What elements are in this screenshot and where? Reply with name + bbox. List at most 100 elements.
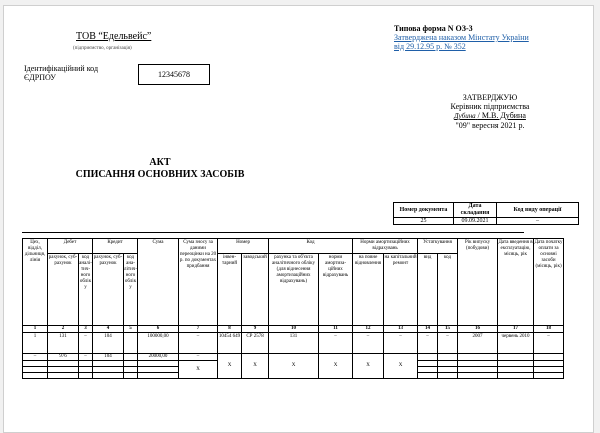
x-cell: X bbox=[268, 353, 320, 379]
table-row: – 976 – 104 20000,00 – X X X X X X bbox=[22, 353, 565, 379]
column-number: 6 bbox=[137, 325, 180, 333]
subheader-inventory: інвен­тарний bbox=[217, 253, 243, 326]
approver-name: / М.В. Дубина bbox=[477, 111, 526, 120]
cell bbox=[77, 372, 94, 379]
cell bbox=[457, 372, 499, 379]
cell: 976 bbox=[47, 353, 79, 361]
cell: – bbox=[178, 353, 219, 361]
approval-date: "09" вересня 2021 р. bbox=[455, 121, 525, 130]
title-line1: АКТ bbox=[149, 157, 171, 168]
doc-number: 25 bbox=[393, 217, 454, 225]
form-name: Типова форма N ОЗ-3 bbox=[394, 24, 473, 33]
subheader-debit-code: код ана­лі­тич­ного обліку bbox=[77, 253, 94, 326]
cell bbox=[437, 353, 459, 361]
cell bbox=[497, 372, 535, 379]
x-cell: X bbox=[352, 353, 385, 379]
subheader-debit-account: рахунок, суб­рахунок bbox=[47, 253, 79, 326]
header-number: Номер bbox=[217, 238, 270, 254]
approval-block: ЗАТВЕРДЖУЮ Керівник підприємства Дубина … bbox=[430, 93, 550, 130]
x-cell: X bbox=[217, 353, 243, 379]
cell: 104 bbox=[92, 353, 125, 361]
doc-date-header: Дата складання bbox=[453, 202, 497, 218]
subheader-credit-code: код ана­літич­ного обліку bbox=[123, 253, 139, 326]
doc-date: 09.09.2021 bbox=[453, 217, 497, 225]
cell: – bbox=[178, 332, 219, 354]
subheader-full-restoration: на повне віднов­лення bbox=[352, 253, 385, 326]
cell bbox=[457, 353, 499, 361]
column-number: 5 bbox=[123, 325, 139, 333]
column-number: 12 bbox=[352, 325, 385, 333]
cell bbox=[123, 372, 139, 379]
column-number: 17 bbox=[497, 325, 535, 333]
form-approval-link[interactable]: Затверджена наказом Мінстату України від … bbox=[394, 33, 529, 51]
operation-code: – bbox=[496, 217, 579, 225]
column-number: 3 bbox=[77, 325, 94, 333]
header-dept: Цех, відділ, діль­ниця, лінія bbox=[22, 238, 48, 326]
cell: 100000,00 bbox=[137, 332, 180, 354]
cell bbox=[533, 372, 565, 379]
cell: 10454 649 bbox=[217, 332, 243, 354]
approval-position: Керівник підприємства bbox=[450, 102, 530, 111]
cell bbox=[437, 372, 459, 379]
cell bbox=[123, 332, 139, 354]
column-number: 2 bbox=[47, 325, 79, 333]
organization-name: ТОВ “Едельвейс” bbox=[76, 31, 152, 42]
cell: – bbox=[22, 353, 48, 361]
header-norms: Норми амортизаційних відрахувань bbox=[352, 238, 419, 254]
cell bbox=[497, 353, 535, 361]
cell: 1 bbox=[22, 332, 48, 354]
cell: – bbox=[533, 332, 565, 354]
header-code: Код bbox=[268, 238, 354, 254]
column-numbers-row: 1 2 3 4 5 6 7 8 9 10 11 12 13 14 15 16 17 18 bbox=[22, 325, 565, 333]
id-code-value: 12345678 bbox=[138, 64, 210, 85]
divider bbox=[22, 232, 524, 233]
column-number: 7 bbox=[178, 325, 219, 333]
cell bbox=[137, 372, 180, 379]
document-info-table: Номер документа Дата складання Код виду … bbox=[393, 202, 579, 225]
subheader-repair: на капіталь­ний ремонт bbox=[383, 253, 419, 326]
cell: 131 bbox=[47, 332, 79, 354]
cell: – bbox=[417, 332, 439, 354]
header-commission: Дата введення в експлуа­тацію, місяць, р… bbox=[497, 238, 535, 326]
x-cell: X bbox=[241, 353, 270, 379]
cell: червень 2010 bbox=[497, 332, 535, 354]
signature: Дубина bbox=[454, 112, 476, 120]
cell: – bbox=[77, 353, 94, 361]
header-year: Рік випуску (побудо­ви) bbox=[457, 238, 499, 326]
operation-code-header: Код виду операції bbox=[496, 202, 579, 218]
page-title: АКТ СПИСАННЯ ОСНОВНИХ ЗАСОБІВ bbox=[0, 157, 320, 181]
table-row bbox=[22, 366, 565, 373]
column-number: 16 bbox=[457, 325, 499, 333]
x-cell: X bbox=[318, 353, 354, 379]
table-row: 1 131–104 100000,00–10454 649 СР 2578 131– – –… bbox=[22, 332, 565, 354]
cell bbox=[47, 372, 79, 379]
cell bbox=[533, 353, 565, 361]
cell: – bbox=[437, 332, 459, 354]
subheader-type: вид bbox=[417, 253, 439, 326]
organization-caption: (підприємство, організація) bbox=[73, 46, 132, 51]
assets-table: Цех, відділ, діль­ниця, лінія Дебет Кред… bbox=[22, 238, 565, 379]
cell: – bbox=[77, 332, 94, 354]
x-cell: X bbox=[383, 353, 419, 379]
column-number: 15 bbox=[437, 325, 459, 333]
column-number: 13 bbox=[383, 325, 419, 333]
header-credit: Кредит bbox=[92, 238, 139, 254]
cell: – bbox=[318, 332, 354, 354]
cell bbox=[22, 372, 48, 379]
column-number: 14 bbox=[417, 325, 439, 333]
cell: СР 2578 bbox=[241, 332, 270, 354]
subheader-code: код bbox=[437, 253, 459, 326]
x-cell: X bbox=[178, 360, 219, 379]
subheader-credit-account: рахунок, суб­рахунок bbox=[92, 253, 125, 326]
column-number: 11 bbox=[318, 325, 354, 333]
header-revalued: Сума зносу за даними переоцінки на 20 р.… bbox=[178, 238, 219, 326]
cell bbox=[417, 372, 439, 379]
cell: – bbox=[352, 332, 385, 354]
id-code-label: Ідентифікаційний код ЄДРПОУ bbox=[24, 64, 99, 82]
subheader-norm-code: норми амортиза­ційних відраху­вань bbox=[318, 253, 354, 326]
header-equipment: Устатку­вання bbox=[417, 238, 459, 254]
form-info: Типова форма N ОЗ-3 Затверджена наказом … bbox=[394, 24, 529, 51]
cell: 104 bbox=[92, 332, 125, 354]
cell bbox=[123, 353, 139, 361]
header-payment: Дата початку оплати за основні засоби (м… bbox=[533, 238, 565, 326]
